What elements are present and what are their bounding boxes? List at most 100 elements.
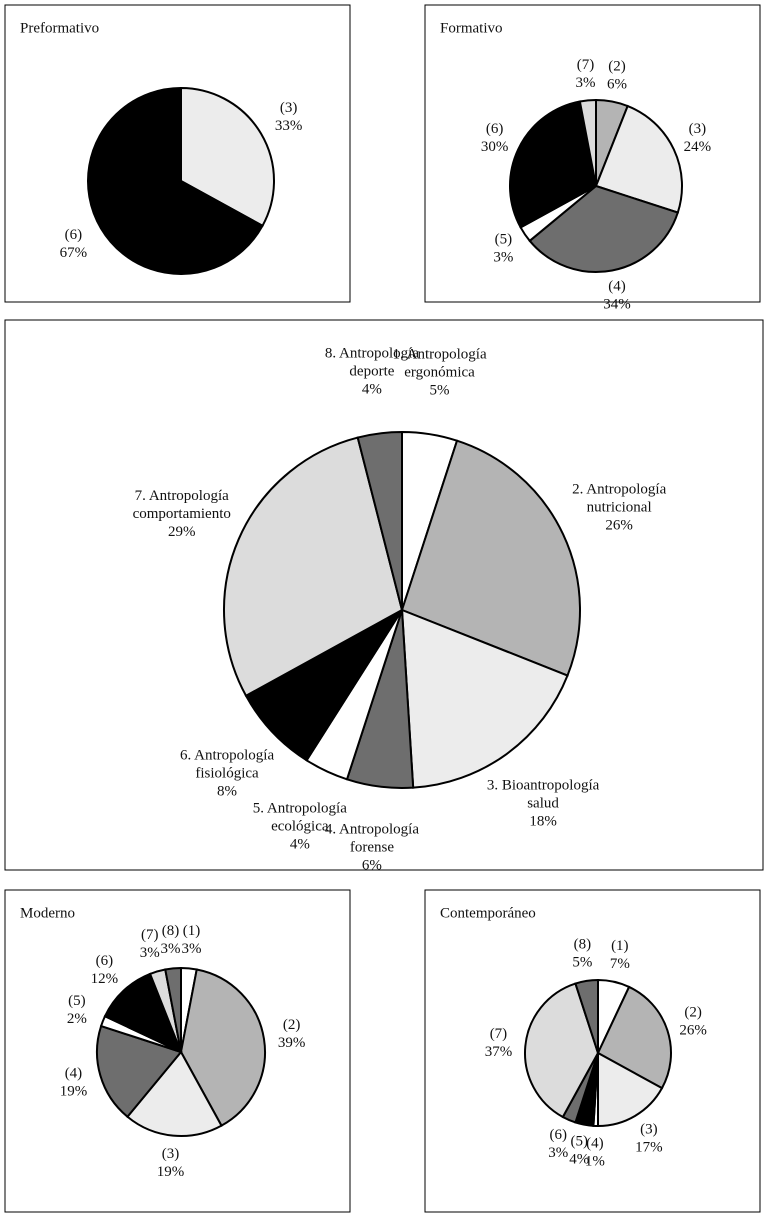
slice-label: (7) <box>490 1026 508 1042</box>
slice-value-label: 26% <box>679 1023 707 1039</box>
pie-slice <box>126 1050 223 1137</box>
panel-frame <box>424 4 761 303</box>
slice-label: (1) <box>611 938 629 954</box>
slice-label: (6) <box>550 1127 568 1143</box>
slice-label: fisiológica <box>195 766 259 782</box>
slice-label: (3) <box>689 121 707 137</box>
slice-label: (3) <box>280 100 298 116</box>
pie-slice <box>574 978 599 1054</box>
pie-slice <box>356 430 403 611</box>
pie-slice <box>528 184 680 273</box>
slice-label: (2) <box>684 1005 702 1021</box>
pie-slice <box>96 1024 183 1119</box>
slice-value-label: 34% <box>603 296 631 312</box>
slice-label: (5) <box>495 231 513 247</box>
slice-label: forense <box>350 840 394 856</box>
slice-value-label: 3% <box>140 945 160 961</box>
slice-value-label: 6% <box>362 858 382 874</box>
slice-label: (4) <box>608 278 626 294</box>
slice-value-label: 1% <box>585 1153 605 1169</box>
slice-label: (3) <box>640 1122 658 1138</box>
slice-value-label: 19% <box>60 1084 88 1100</box>
slice-value-label: 18% <box>529 814 557 830</box>
slice-value-label: 5% <box>430 382 450 398</box>
slice-value-label: 3% <box>548 1145 568 1161</box>
pie-slice <box>164 966 182 1053</box>
slice-label: (5) <box>68 993 86 1009</box>
slice-label: ecológica <box>271 819 329 835</box>
slice-label: 2. Antropología <box>572 481 667 497</box>
slice-label: (4) <box>65 1066 83 1082</box>
pie-slice <box>400 439 581 677</box>
slice-label: salud <box>527 796 559 812</box>
slice-label: (7) <box>577 57 595 73</box>
slice-value-label: 5% <box>572 955 592 971</box>
pie-slice <box>223 436 404 698</box>
chart-title: Moderno <box>20 905 75 921</box>
slice-value-label: 19% <box>157 1164 185 1180</box>
panel-frame <box>424 889 761 1213</box>
slice-value-label: 17% <box>635 1140 663 1156</box>
slice-label: nutricional <box>587 499 652 515</box>
slice-value-label: 3% <box>493 249 513 265</box>
slice-value-label: 30% <box>481 139 509 155</box>
slice-value-label: 12% <box>91 971 119 987</box>
slice-value-label: 33% <box>275 118 303 134</box>
slice-label: 4. Antropología <box>325 822 420 838</box>
slice-label: 6. Antropología <box>180 748 275 764</box>
pie-slice <box>87 86 264 275</box>
chart-title: Formativo <box>440 20 503 36</box>
slice-label: (2) <box>608 58 626 74</box>
slice-label: (4) <box>586 1135 604 1151</box>
pie-slice <box>179 968 266 1127</box>
pie-slice <box>578 98 597 187</box>
slice-value-label: 7% <box>610 956 630 972</box>
panel-frame <box>4 4 351 303</box>
slice-value-label: 4% <box>290 837 310 853</box>
slice-label: 3. Bioantropología <box>487 778 600 794</box>
pie-slice <box>400 608 569 789</box>
panel-frame <box>4 319 764 871</box>
panel-frame <box>4 889 351 1213</box>
slice-label: (8) <box>162 923 180 939</box>
slice-label: (2) <box>283 1017 301 1033</box>
pie-slice <box>509 100 598 229</box>
slice-label: deporte <box>349 363 394 379</box>
slice-value-label: 26% <box>605 517 633 533</box>
slice-value-label: 8% <box>217 784 237 800</box>
slice-label: 7. Antropología <box>135 488 230 504</box>
slice-label: (1) <box>183 923 201 939</box>
chart-title: Contemporáneo <box>440 905 536 921</box>
slice-label: 8. Antropología <box>325 345 420 361</box>
slice-value-label: 4% <box>362 381 382 397</box>
slice-label: (8) <box>574 937 592 953</box>
pie-slice <box>180 86 275 228</box>
pie-slice <box>594 104 683 214</box>
slice-value-label: 6% <box>607 76 627 92</box>
pie-slice <box>597 1051 664 1128</box>
pie-slice <box>244 609 403 762</box>
slice-value-label: 4% <box>569 1152 589 1168</box>
slice-value-label: 24% <box>684 139 712 155</box>
slice-value-label: 39% <box>278 1035 306 1051</box>
slice-value-label: 29% <box>168 524 196 540</box>
slice-value-label: 3% <box>160 941 180 957</box>
slice-label: (6) <box>96 953 114 969</box>
slice-label: 5. Antropología <box>253 801 348 817</box>
slice-value-label: 2% <box>67 1011 87 1027</box>
slice-label: (7) <box>141 927 159 943</box>
slice-value-label: 37% <box>485 1044 513 1060</box>
pie-slice <box>524 982 600 1119</box>
slice-value-label: 3% <box>182 941 202 957</box>
slice-label: (3) <box>162 1146 180 1162</box>
slice-label: comportamiento <box>133 506 231 522</box>
slice-value-label: 3% <box>575 75 595 91</box>
slice-label: ergonómica <box>404 364 475 380</box>
slice-label: (6) <box>65 227 83 243</box>
slice-label: (6) <box>486 121 504 137</box>
slice-label: (5) <box>571 1134 589 1150</box>
slice-label: 1. Antropología <box>392 346 487 362</box>
pie-slice <box>103 972 183 1054</box>
slice-value-label: 67% <box>60 245 88 261</box>
